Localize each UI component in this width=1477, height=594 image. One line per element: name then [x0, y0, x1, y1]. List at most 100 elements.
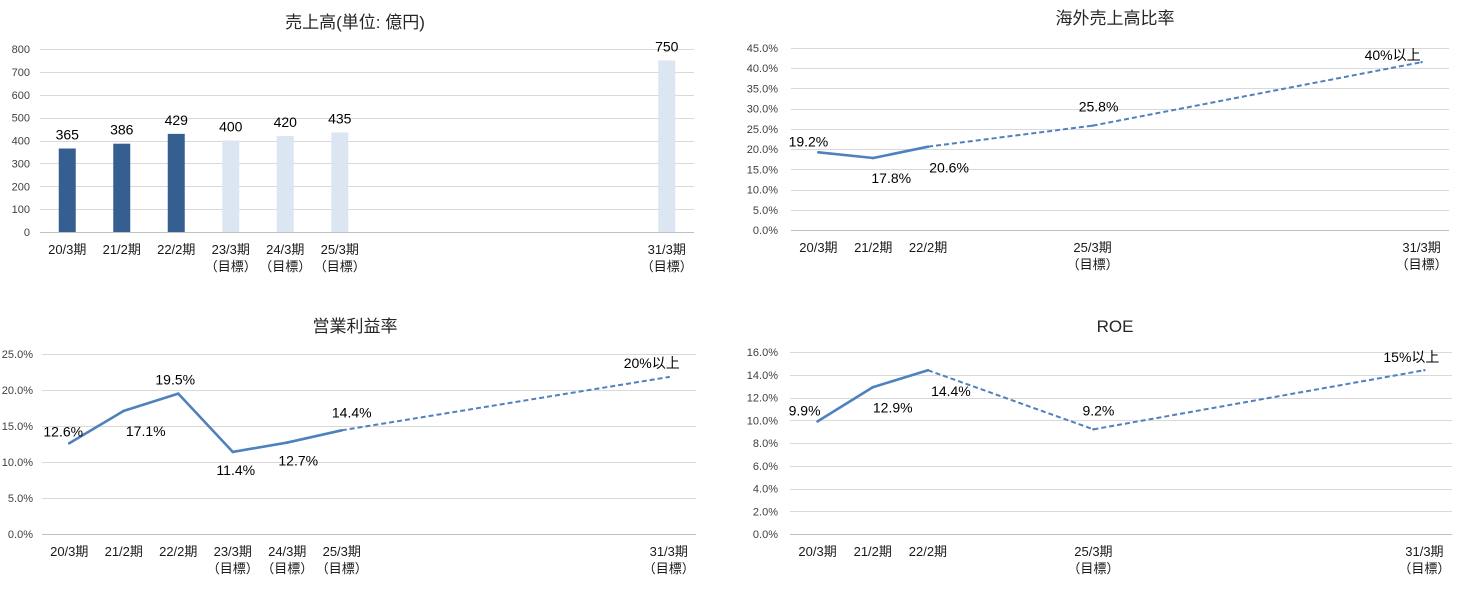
x-tick-label: 25/3期: [323, 544, 361, 559]
bar: [222, 140, 240, 232]
bar: [658, 60, 676, 232]
x-tick-label: 20/3期: [798, 544, 836, 559]
data-point: [1423, 369, 1426, 372]
y-tick-label: 0: [24, 227, 30, 239]
data-point: [122, 409, 125, 413]
series-line-segment-dashed: [341, 376, 669, 432]
y-tick-label: 5.0%: [753, 205, 778, 217]
y-tick-label: 25.0%: [2, 349, 33, 361]
series-line-segment: [176, 392, 235, 454]
y-tick-label: 10.0%: [2, 457, 33, 469]
x-tick-label: 23/3期: [214, 544, 252, 559]
data-label: 20%以上: [624, 355, 680, 371]
x-tick-label: （目標）: [1067, 257, 1119, 272]
chart-title: ROE: [1097, 317, 1134, 336]
data-label: 429: [165, 112, 189, 128]
y-tick-label: 800: [12, 44, 30, 56]
data-point: [340, 429, 343, 432]
x-tick-label: 23/3期: [212, 242, 250, 257]
x-tick-label: 21/2期: [854, 240, 892, 255]
x-tick-label: 31/3期: [1405, 544, 1443, 559]
data-point: [177, 392, 180, 395]
y-tick-label: 35.0%: [747, 83, 778, 95]
y-tick-label: 2.0%: [753, 506, 778, 518]
data-point: [926, 369, 930, 372]
y-tick-label: 25.0%: [747, 124, 778, 136]
series-line-segment: [871, 145, 930, 160]
data-label: 19.5%: [155, 372, 195, 388]
bar: [113, 143, 131, 232]
series-line-segment: [67, 409, 126, 445]
data-point: [1092, 428, 1095, 431]
series-line-segment-dashed: [1092, 61, 1422, 127]
data-point: [817, 151, 820, 154]
chart-title: 海外売上高比率: [1056, 9, 1175, 28]
x-tick-label: 22/2期: [157, 242, 195, 257]
y-tick-label: 5.0%: [8, 493, 33, 505]
x-tick-label: 25/3期: [1073, 240, 1111, 255]
series-line-segment: [122, 392, 180, 413]
y-tick-label: 700: [12, 67, 30, 79]
x-tick-label: 22/2期: [909, 240, 947, 255]
series-line-segment: [871, 368, 930, 389]
x-tick-label: 25/3期: [321, 242, 359, 257]
y-tick-label: 100: [12, 204, 30, 216]
chart-sales-revenue: 売上高(単位: 億円) 0 100 200 300 400 500 600 700 800 20/3…: [12, 13, 694, 274]
x-tick-label: （目標）: [259, 259, 311, 274]
chart-title: 営業利益率: [313, 317, 398, 336]
data-label: 25.8%: [1079, 99, 1119, 115]
y-tick-label: 14.0%: [747, 370, 778, 382]
chart-title: 売上高(単位: 億円): [285, 13, 425, 32]
chart-operating-margin: 営業利益率 0.0% 5.0% 10.0% 15.0% 20.0% 25.0% 20/3期 21…: [2, 317, 696, 576]
series-line-segment-dashed: [1093, 369, 1425, 431]
data-label: 15%以上: [1383, 349, 1439, 365]
y-tick-label: 20.0%: [747, 144, 778, 156]
x-tick-label: （目標）: [207, 561, 259, 576]
x-tick-label: 24/3期: [266, 242, 304, 257]
data-label: 40%以上: [1365, 47, 1421, 63]
x-tick-label: （目標）: [1067, 561, 1119, 576]
data-label: 750: [655, 38, 679, 54]
x-tick-label: 22/2期: [909, 544, 947, 559]
y-tick-label: 0.0%: [8, 529, 33, 541]
x-tick-label: 21/2期: [103, 242, 141, 257]
x-tick-label: 25/3期: [1074, 544, 1112, 559]
data-point: [1091, 124, 1094, 127]
y-tick-label: 45.0%: [747, 43, 778, 55]
x-tick-label: 20/3期: [50, 544, 88, 559]
y-tick-label: 30.0%: [747, 104, 778, 116]
x-tick-label: 31/3期: [1402, 240, 1440, 255]
bar: [276, 135, 294, 232]
series-line-segment: [817, 151, 875, 160]
data-label: 420: [274, 114, 298, 130]
y-tick-label: 4.0%: [753, 484, 778, 496]
x-tick-label: 24/3期: [268, 544, 306, 559]
data-point: [926, 145, 930, 148]
data-point: [816, 420, 819, 423]
x-tick-label: （目標）: [261, 561, 313, 576]
data-label: 365: [56, 127, 80, 143]
data-label: 20.6%: [929, 160, 969, 176]
data-point: [667, 375, 670, 379]
data-label: 17.1%: [126, 423, 166, 439]
x-tick-label: （目標）: [314, 259, 366, 274]
data-point: [68, 442, 71, 445]
x-tick-label: （目標）: [641, 259, 693, 274]
data-point: [1420, 60, 1423, 64]
series-line-segment: [231, 441, 289, 454]
y-tick-label: 600: [12, 90, 30, 102]
data-label: 12.7%: [278, 453, 318, 469]
x-tick-label: （目標）: [1398, 561, 1450, 576]
data-label: 19.2%: [789, 133, 829, 149]
y-tick-label: 10.0%: [747, 415, 778, 427]
data-label: 11.4%: [216, 462, 255, 478]
series-line-segment: [285, 429, 344, 444]
bar: [167, 133, 185, 232]
y-tick-label: 0.0%: [753, 225, 778, 237]
data-label: 12.9%: [873, 399, 913, 415]
data-label: 14.4%: [332, 404, 372, 420]
data-point: [872, 156, 875, 160]
y-tick-label: 300: [12, 158, 30, 170]
x-tick-label: 31/3期: [648, 242, 686, 257]
chart-roe: ROE 0.0% 2.0% 4.0% 6.0% 8.0% 10.0% 12.0% 14.0% 16…: [747, 317, 1452, 576]
